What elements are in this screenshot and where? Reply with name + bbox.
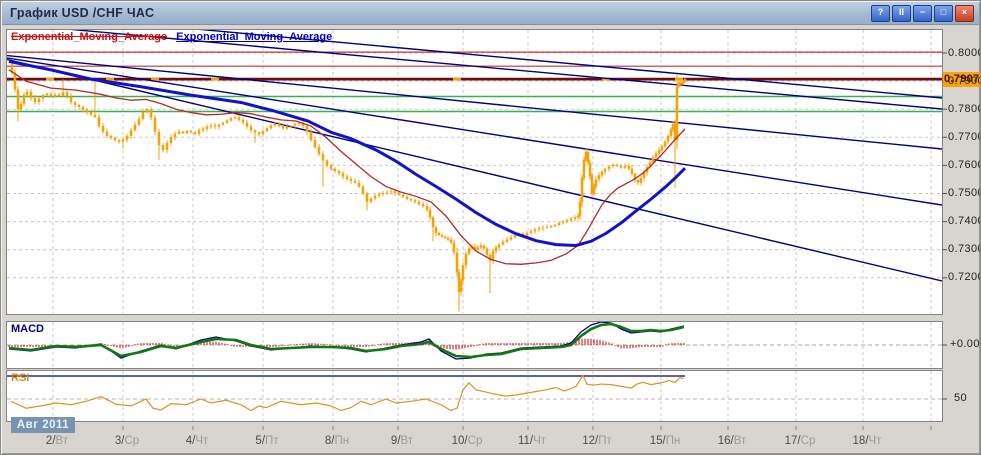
help-button[interactable]: ?	[871, 5, 890, 22]
close-button[interactable]: ×	[955, 5, 974, 22]
minimize-button[interactable]: −	[913, 5, 932, 22]
macd-signal-line	[8, 322, 685, 359]
legend-ema-slow: Exponential_Moving_Average	[176, 31, 333, 43]
price-tick-label: 0.7700	[948, 130, 981, 143]
main-layer	[7, 30, 942, 313]
time-tick-label: 8/Пн	[324, 435, 350, 447]
price-tick-label: 0.7600	[948, 158, 981, 171]
rsi-line	[10, 374, 685, 412]
price-tick-label: 0.8000	[948, 46, 981, 59]
price-tick-label: 0.7900	[948, 74, 981, 87]
main-panel-frame	[6, 29, 943, 315]
macd-plot[interactable]	[7, 322, 942, 368]
time-tick-label: 12/Пт	[582, 435, 612, 447]
main-chart-plot[interactable]	[7, 30, 942, 313]
time-tick-label: 16/Вт	[717, 435, 747, 447]
time-tick-label: 9/Вт	[390, 435, 414, 447]
time-tick-label: 18/Чт	[852, 435, 882, 447]
indicator-legend: Exponential_Moving_Average Exponential_M…	[11, 31, 332, 43]
time-tick-label: 2/Вт	[45, 435, 69, 447]
ema-slow-line	[8, 59, 687, 247]
window-buttons: ? II − □ ×	[871, 5, 974, 22]
rsi-axis-value: 50	[954, 392, 968, 404]
time-tick-label: 3/Ср	[114, 435, 140, 447]
price-tick-label: 0.7500	[948, 187, 981, 199]
macd-panel-label: MACD	[11, 323, 44, 335]
time-tick-label: 17/Ср	[784, 435, 816, 447]
rsi-plot[interactable]	[7, 371, 942, 421]
legend-ema-fast: Exponential_Moving_Average	[11, 31, 168, 43]
time-tick-label: 10/Ср	[451, 435, 483, 447]
date-range-badge: Авг 2011	[11, 417, 75, 433]
rsi-panel-label: RSI	[11, 372, 30, 384]
rsi-layer	[7, 371, 942, 421]
current-price-tag: 0.7907	[943, 72, 980, 87]
window-title: График USD /CHF ЧАС	[10, 6, 155, 20]
time-tick-label: 11/Чт	[517, 435, 547, 447]
macd-axis-value: +0.00	[950, 338, 980, 350]
window-titlebar[interactable]: График USD /CHF ЧАС ? II − □ ×	[2, 2, 979, 25]
price-tick-label: 0.7400	[948, 215, 981, 228]
ema-fast-line	[8, 69, 686, 265]
time-tick-label: 5/Пт	[255, 435, 279, 447]
price-tick-label: 0.7800	[948, 102, 981, 115]
price-tick-label: 0.7200	[948, 271, 981, 284]
price-tick-label: 0.7300	[948, 243, 981, 256]
time-tick-label: 4/Чт	[185, 435, 209, 447]
maximize-button[interactable]: □	[934, 5, 953, 22]
rsi-panel-frame	[6, 370, 943, 422]
time-tick-label: 15/Пн	[649, 435, 681, 447]
macd-layer	[7, 322, 942, 368]
pause-button[interactable]: II	[892, 5, 911, 22]
